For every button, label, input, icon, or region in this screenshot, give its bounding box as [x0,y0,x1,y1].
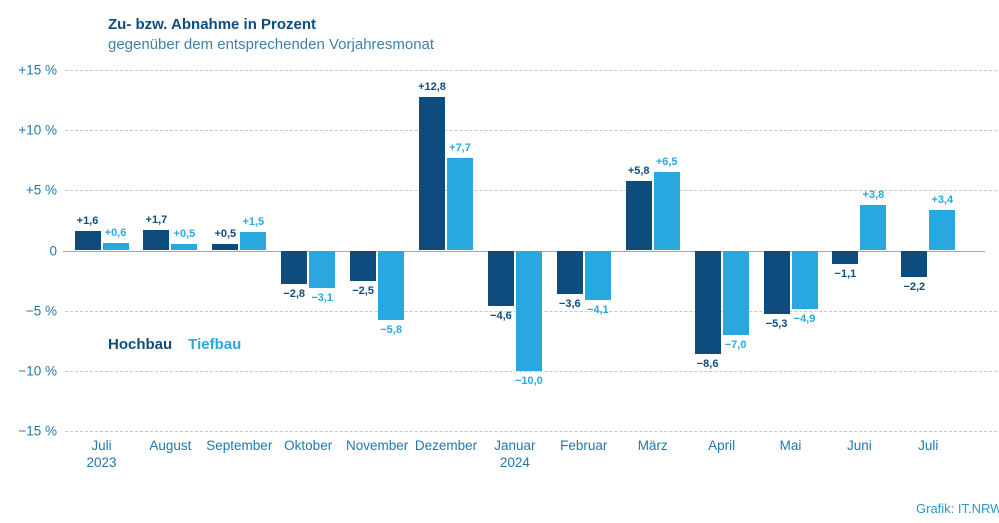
legend: Hochbau Tiefbau [108,336,241,353]
chart-title: Zu- bzw. Abnahme in Prozent [108,16,317,33]
bar-tiefbau [171,244,198,251]
gridline [65,130,997,132]
credit-text: Grafik: IT.NRW [916,501,999,516]
y-axis-tick-label: +15 % [18,62,57,78]
value-label-hochbau: −8,6 [696,357,719,370]
value-label-hochbau: −2,5 [352,284,374,297]
bar-hochbau [212,244,239,251]
bar-tiefbau [929,209,956,251]
bar-tiefbau [515,250,542,371]
bar-hochbau [901,250,928,277]
value-label-hochbau: −4,6 [490,309,512,322]
legend-item-hochbau: Hochbau [108,336,173,353]
bar-hochbau [419,96,445,251]
gridline [65,430,997,432]
bar-hochbau [763,250,790,315]
value-label-hochbau: −2,2 [903,280,926,293]
bar-hochbau [556,250,583,294]
bar-hochbau [281,250,308,285]
value-label-tiefbau: −4,9 [793,313,816,326]
y-axis-tick-label: −5 % [25,303,57,319]
value-label-tiefbau: +3,8 [862,188,885,201]
value-label-hochbau: −3,6 [558,297,581,310]
value-label-hochbau: +5,8 [627,164,650,177]
value-label-hochbau: +12,8 [418,80,446,93]
value-label-tiefbau: +0,5 [173,228,196,241]
value-label-tiefbau: +3,4 [931,193,954,206]
gridline [65,70,997,72]
value-label-hochbau: +1,7 [145,214,168,227]
bar-tiefbau [722,250,749,335]
value-label-hochbau: +1,6 [76,215,99,228]
x-axis-year-label: 2023 [86,455,117,470]
bar-tiefbau [309,250,336,288]
bar-hochbau [487,250,514,306]
value-label-tiefbau: +0,6 [104,227,127,240]
x-axis-label: Oktober [284,438,333,453]
x-axis-label: März [637,438,668,453]
x-axis-label: August [149,438,192,453]
bar-tiefbau [791,250,818,310]
chart-subtitle: gegenüber dem entsprechenden Vorjahresmo… [108,36,435,53]
bar-hochbau [143,230,170,251]
value-label-tiefbau: −3,1 [311,291,334,304]
x-axis-label: Mai [779,438,802,453]
value-label-hochbau: −2,8 [283,288,306,301]
value-label-tiefbau: −7,0 [724,338,747,351]
x-axis-label: Juli [918,438,939,453]
value-label-tiefbau: −10,0 [514,374,543,387]
x-axis-label: Juli 2023 [86,438,117,470]
x-axis-year-label: 2024 [499,455,530,470]
value-label-tiefbau: +6,5 [655,156,678,169]
x-axis-label: Februar [560,438,608,453]
value-label-tiefbau: −5,8 [380,324,402,337]
y-axis-tick-label: +10 % [18,122,57,138]
x-axis-label: September [206,438,273,453]
value-label-tiefbau: +1,5 [242,216,265,229]
bar-tiefbau [378,250,405,321]
y-axis-tick-label: −15 % [18,423,57,439]
bar-tiefbau [240,232,267,251]
y-axis-tick-label: −10 % [18,363,57,379]
bar-hochbau [74,231,101,251]
y-axis-tick-label: +5 % [25,182,57,198]
x-axis-label: Januar 2024 [494,438,536,470]
bar-tiefbau [860,204,887,251]
bar-tiefbau [447,157,473,251]
bar-hochbau [832,250,859,264]
x-axis-label: April [708,438,736,453]
gridline [65,190,997,192]
y-axis-tick-label: 0 [49,243,57,258]
gridline [65,370,997,372]
x-axis-label: November [345,438,409,453]
bar-tiefbau [584,250,611,300]
bar-tiefbau [102,243,129,251]
bar-hochbau [625,180,652,251]
bar-tiefbau [653,172,680,251]
x-axis-label: Juni [847,438,872,453]
value-label-tiefbau: +7,7 [449,141,471,154]
value-label-hochbau: −1,1 [834,267,857,280]
bar-hochbau [694,250,721,354]
legend-item-tiefbau: Tiefbau [188,336,242,353]
x-axis-label: Dezember [414,438,478,453]
bar-hochbau [350,250,377,281]
value-label-hochbau: +0,5 [214,228,237,241]
value-label-hochbau: −5,3 [765,318,788,331]
value-label-tiefbau: −4,1 [586,303,609,316]
